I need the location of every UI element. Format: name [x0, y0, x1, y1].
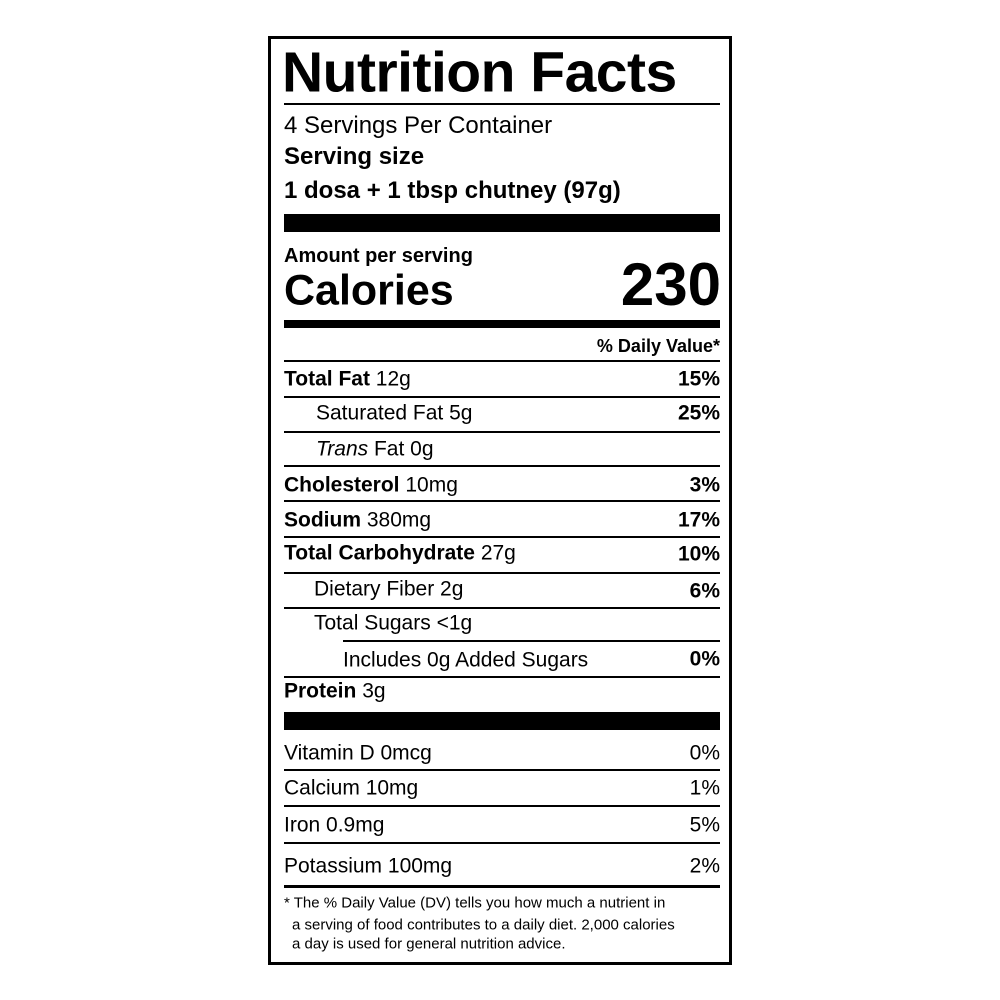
amount-per-serving: Amount per serving [284, 245, 473, 267]
nutrient-added-sugars: Includes 0g Added Sugars [343, 648, 589, 672]
divider [284, 885, 720, 888]
label-title: Nutrition Facts [282, 40, 677, 105]
dv-calcium: 1% [689, 776, 720, 800]
thick-divider [284, 214, 720, 232]
divider [284, 396, 720, 398]
dv-saturated-fat: 25% [677, 401, 720, 425]
dv-vitamin-d: 0% [689, 741, 720, 765]
iron: Iron 0.9mg [284, 813, 385, 837]
nutrient-cholesterol: Cholesterol 10mg [284, 473, 458, 497]
potassium: Potassium 100mg [284, 854, 453, 878]
medium-divider [284, 320, 720, 328]
divider [284, 676, 720, 678]
footnote-line-1: * The % Daily Value (DV) tells you how m… [284, 894, 666, 912]
thick-divider [284, 712, 720, 730]
divider [343, 640, 720, 642]
divider [284, 842, 720, 844]
dv-total-carbohydrate: 10% [677, 542, 720, 566]
dv-potassium: 2% [689, 854, 720, 878]
divider [284, 607, 720, 609]
dv-dietary-fiber: 6% [689, 579, 720, 603]
divider [284, 500, 720, 502]
nutrient-saturated-fat: Saturated Fat 5g [316, 401, 473, 425]
nutrient-total-sugars: Total Sugars <1g [314, 611, 473, 635]
divider [284, 536, 720, 538]
divider [284, 769, 720, 771]
dv-iron: 5% [689, 813, 720, 837]
nutrient-total-carbohydrate: Total Carbohydrate 27g [284, 541, 516, 565]
divider [284, 431, 720, 433]
calories-label: Calories [284, 266, 454, 315]
dv-added-sugars: 0% [689, 647, 720, 671]
divider [284, 360, 720, 362]
daily-value-header: % Daily Value* [596, 336, 720, 356]
dv-sodium: 17% [677, 508, 720, 532]
nutrition-facts-label [268, 36, 732, 965]
vitamin-d: Vitamin D 0mcg [284, 741, 432, 765]
footnote-line-3: a day is used for general nutrition advi… [292, 935, 566, 953]
calories-value: 230 [620, 251, 721, 318]
dv-cholesterol: 3% [689, 473, 720, 497]
nutrient-protein: Protein 3g [284, 679, 386, 703]
nutrient-sodium: Sodium 380mg [284, 508, 432, 532]
serving-size-value: 1 dosa + 1 tbsp chutney (97g) [284, 177, 621, 204]
nutrient-total-fat: Total Fat 12g [284, 367, 411, 391]
divider [284, 465, 720, 467]
nutrient-dietary-fiber: Dietary Fiber 2g [314, 577, 464, 601]
nutrient-trans-fat: Trans Fat 0g [316, 437, 434, 461]
calcium: Calcium 10mg [284, 776, 419, 800]
divider [284, 572, 720, 574]
dv-total-fat: 15% [677, 367, 720, 391]
divider [284, 805, 720, 807]
footnote-line-2: a serving of food contributes to a daily… [292, 916, 675, 934]
serving-size-label: Serving size [284, 143, 425, 170]
divider [284, 103, 720, 105]
servings-per-container: 4 Servings Per Container [284, 112, 553, 139]
